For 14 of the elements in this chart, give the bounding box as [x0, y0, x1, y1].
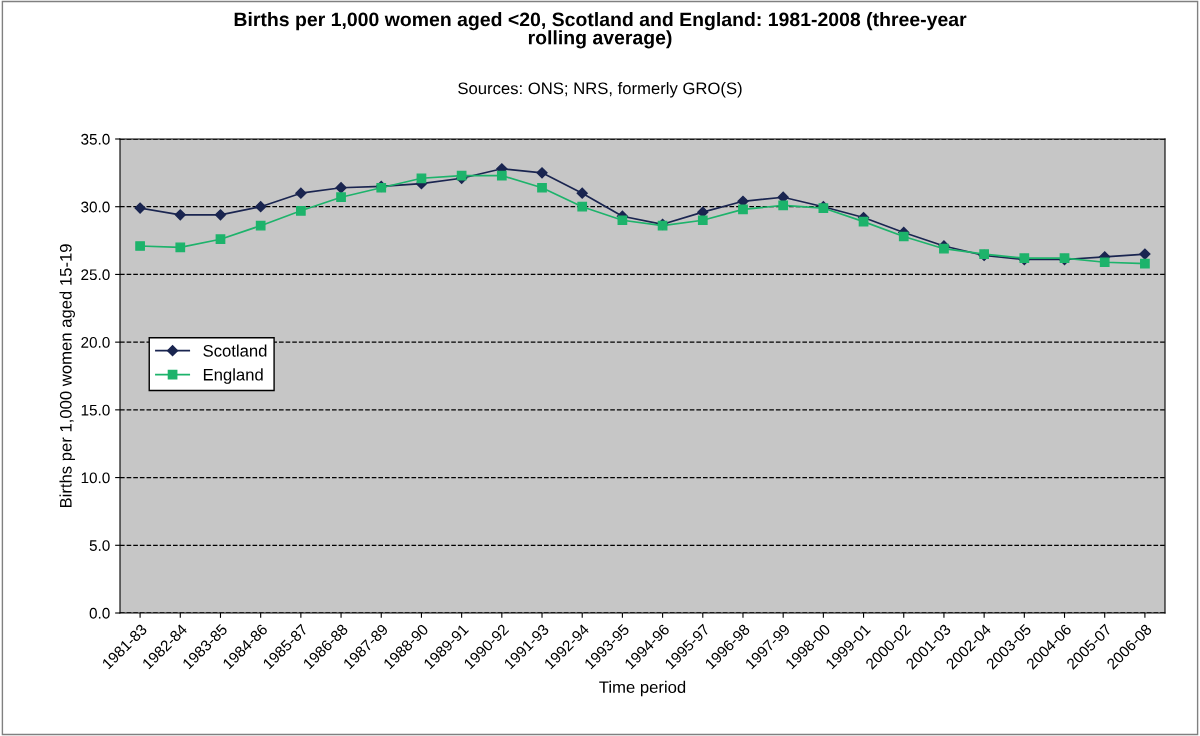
- legend-label: Scotland: [203, 344, 267, 357]
- chart-title: Births per 1,000 women aged <20, Scotland and England: 1981-2008 (three-year rolling average): [234, 12, 967, 49]
- y-tick-label: 0.0: [89, 607, 110, 619]
- legend-label: England: [203, 368, 263, 384]
- x-axis-title: Time period: [599, 680, 686, 697]
- y-tick-label: 30.0: [81, 201, 110, 213]
- y-tick-label: 15.0: [81, 404, 110, 416]
- y-tick-label: 10.0: [81, 472, 110, 484]
- y-tick-label: 20.0: [81, 337, 110, 348]
- y-tick-label: 35.0: [81, 133, 110, 145]
- y-tick-label: 5.0: [89, 540, 110, 551]
- chart-subtitle: Sources: ONS; NRS, formerly GRO(S): [458, 82, 742, 98]
- y-tick-label: 25.0: [81, 269, 110, 281]
- y-axis-title: Births per 1,000 women aged 15-19: [59, 244, 75, 508]
